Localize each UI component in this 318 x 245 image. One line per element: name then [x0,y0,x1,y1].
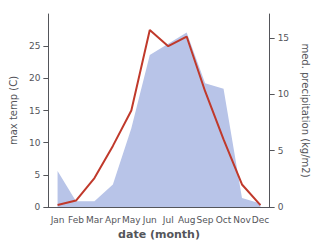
svg-text:20: 20 [29,73,41,83]
svg-text:10: 10 [29,138,41,148]
svg-text:med. precipitation (kg/m2): med. precipitation (kg/m2) [300,43,311,177]
svg-text:May: May [122,215,141,225]
svg-text:Dec: Dec [252,215,269,225]
svg-text:15: 15 [278,33,289,43]
svg-text:Jan: Jan [50,215,65,225]
svg-text:Feb: Feb [68,215,84,225]
svg-text:Jul: Jul [162,215,174,225]
svg-text:5: 5 [278,146,284,156]
svg-text:Oct: Oct [216,215,232,225]
svg-text:5: 5 [35,170,41,180]
svg-text:date (month): date (month) [118,228,200,241]
svg-text:Jun: Jun [142,215,157,225]
svg-text:0: 0 [35,202,41,212]
svg-text:max temp (C): max temp (C) [8,76,19,145]
svg-text:0: 0 [278,202,284,212]
svg-text:Sep: Sep [197,215,214,225]
svg-text:25: 25 [29,41,40,51]
svg-text:Apr: Apr [105,215,121,225]
svg-text:10: 10 [278,89,290,99]
svg-text:15: 15 [29,106,40,116]
svg-text:Mar: Mar [86,215,103,225]
svg-text:Nov: Nov [233,215,251,225]
svg-text:Aug: Aug [178,215,196,225]
